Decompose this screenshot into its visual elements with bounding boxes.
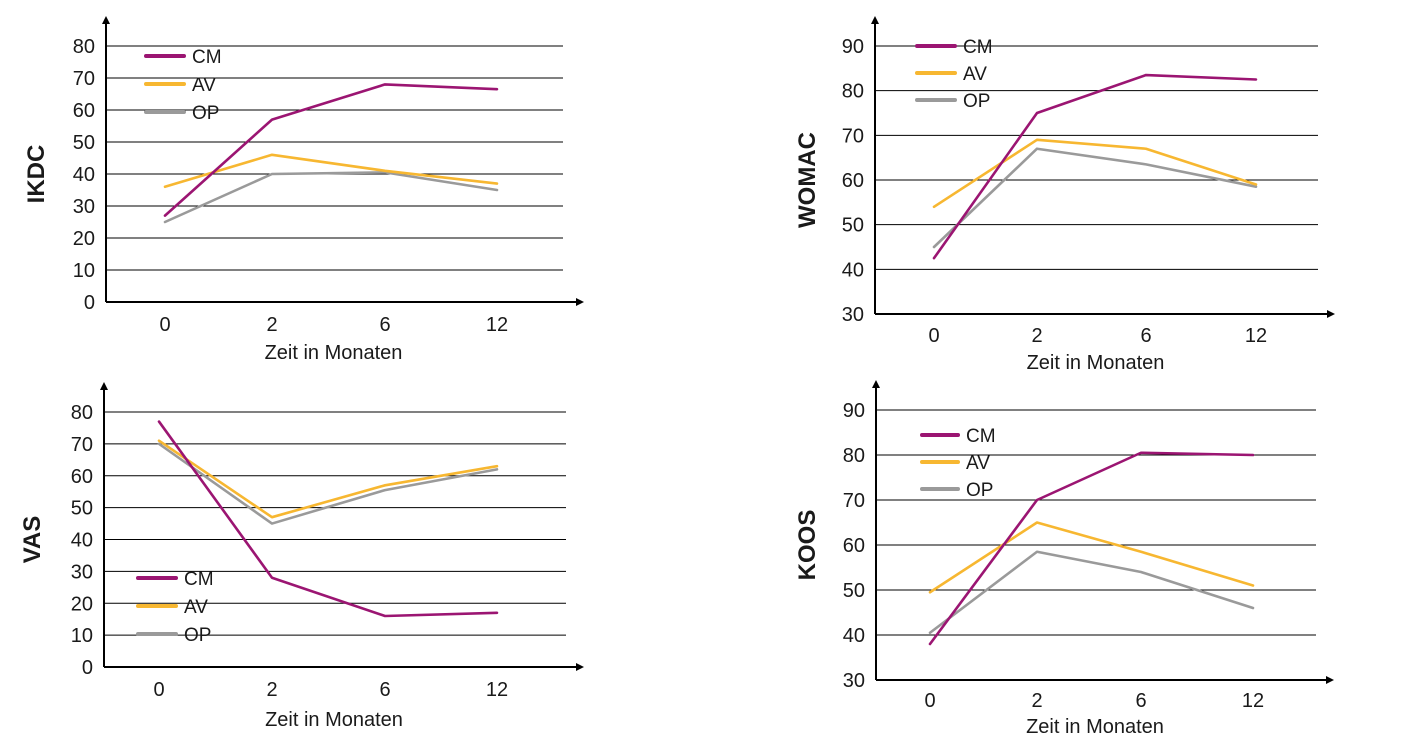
chart-womac: 30 40 50 60 70 80 90 0 2 6 12 Zeit in Monaten WOMAC C…	[794, 16, 1335, 374]
x-tick-label: 0	[159, 314, 170, 336]
y-axis-label: WOMAC	[794, 132, 821, 228]
series-line-op	[163, 171, 499, 224]
x-tick-label: 2	[1031, 690, 1042, 712]
x-tick-label: 0	[153, 679, 164, 701]
x-axis-arrow	[576, 298, 584, 306]
series-line-av	[928, 521, 1255, 594]
legend-label-av: AV	[966, 453, 990, 474]
series-line-cm	[928, 451, 1255, 646]
x-axis-label: Zeit in Monaten	[1026, 716, 1164, 738]
x-tick-label: 0	[928, 325, 939, 347]
series-line-cm	[932, 73, 1258, 260]
x-tick-label: 2	[266, 679, 277, 701]
legend-label-op: OP	[192, 103, 219, 124]
y-tick-label: 50	[71, 498, 93, 520]
chart-vas: 0 10 20 30 40 50 60 70 80 0 2 6 12 Zeit in Monaten VAS…	[19, 382, 584, 731]
y-tick-label: 30	[843, 670, 865, 692]
y-tick-label: 70	[71, 434, 93, 456]
y-tick-label: 60	[71, 466, 93, 488]
y-axis-label: VAS	[19, 516, 46, 564]
y-tick-label: 60	[843, 535, 865, 557]
x-axis-arrow	[1326, 676, 1334, 684]
x-axis-label: Zeit in Monaten	[265, 709, 403, 731]
y-axis-label: IKDC	[23, 145, 50, 204]
y-tick-label: 80	[843, 445, 865, 467]
y-tick-label: 30	[71, 561, 93, 583]
x-tick-label: 12	[486, 314, 508, 336]
y-axis-arrow	[102, 16, 110, 24]
x-tick-label: 0	[924, 690, 935, 712]
y-tick-label: 60	[73, 100, 95, 122]
x-tick-label: 6	[379, 679, 390, 701]
legend-label-av: AV	[192, 75, 216, 96]
y-tick-label: 0	[82, 657, 93, 679]
legend-label-op: OP	[184, 625, 211, 646]
x-tick-label: 6	[1135, 690, 1146, 712]
x-axis-arrow	[576, 663, 584, 671]
y-tick-label: 80	[71, 402, 93, 424]
y-tick-label: 30	[73, 196, 95, 218]
y-axis-label: KOOS	[794, 510, 821, 581]
x-axis-label: Zeit in Monaten	[1027, 352, 1165, 374]
y-axis-arrow	[100, 382, 108, 390]
series-line-op	[932, 147, 1258, 249]
y-tick-label: 90	[842, 36, 864, 58]
y-tick-label: 40	[71, 530, 93, 552]
x-tick-label: 12	[1242, 690, 1264, 712]
series-line-cm	[163, 83, 499, 217]
legend-label-op: OP	[963, 91, 990, 112]
y-axis-arrow	[872, 380, 880, 388]
y-tick-label: 80	[842, 81, 864, 103]
x-axis-label: Zeit in Monaten	[265, 342, 403, 364]
legend-label-cm: CM	[966, 426, 996, 447]
series-line-av	[163, 153, 499, 189]
y-tick-label: 60	[842, 170, 864, 192]
chart-koos: 30 40 50 60 70 80 90 0 2 6 12 Zeit in Monaten KOOS CM…	[794, 380, 1334, 738]
y-tick-label: 10	[71, 625, 93, 647]
legend-label-av: AV	[184, 597, 208, 618]
x-tick-label: 2	[1031, 325, 1042, 347]
series-line-av	[157, 439, 499, 519]
y-tick-label: 50	[73, 132, 95, 154]
y-tick-label: 40	[843, 625, 865, 647]
y-tick-label: 10	[73, 260, 95, 282]
y-tick-label: 0	[84, 292, 95, 314]
y-tick-label: 20	[73, 228, 95, 250]
y-tick-label: 70	[843, 490, 865, 512]
x-tick-label: 6	[379, 314, 390, 336]
series-line-av	[932, 138, 1258, 209]
series-line-op	[157, 442, 499, 525]
y-tick-label: 40	[73, 164, 95, 186]
legend-label-cm: CM	[192, 47, 222, 68]
y-tick-label: 40	[842, 259, 864, 281]
y-tick-label: 50	[842, 215, 864, 237]
x-tick-label: 2	[266, 314, 277, 336]
y-tick-label: 70	[73, 68, 95, 90]
series-line-cm	[157, 420, 499, 618]
y-tick-label: 70	[842, 125, 864, 147]
x-axis-arrow	[1327, 310, 1335, 318]
x-tick-label: 6	[1140, 325, 1151, 347]
x-tick-label: 12	[1245, 325, 1267, 347]
y-tick-label: 20	[71, 593, 93, 615]
legend-label-av: AV	[963, 64, 987, 85]
legend-label-cm: CM	[184, 569, 214, 590]
y-tick-label: 80	[73, 36, 95, 58]
legend-label-op: OP	[966, 480, 993, 501]
legend-label-cm: CM	[963, 37, 993, 58]
series-line-op	[928, 550, 1255, 635]
y-tick-label: 30	[842, 304, 864, 326]
y-tick-label: 90	[843, 400, 865, 422]
y-tick-label: 50	[843, 580, 865, 602]
chart-ikdc: 0 10 20 30 40 50 60 70 80 0 2 6 12 Zeit in Monaten IKD…	[23, 16, 584, 364]
y-axis-arrow	[871, 16, 879, 24]
x-tick-label: 12	[486, 679, 508, 701]
